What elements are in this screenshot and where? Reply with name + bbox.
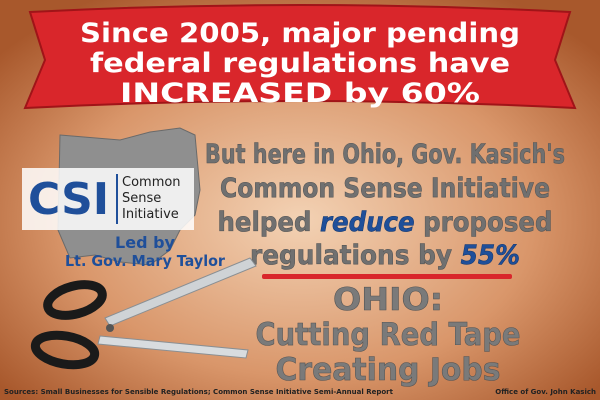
banner-line: Since 2005, major pending bbox=[80, 18, 520, 49]
logo-name: Common bbox=[122, 175, 181, 190]
message-text: regulations by bbox=[250, 240, 461, 271]
message-emphasis: reduce bbox=[320, 207, 415, 238]
message-line: Common Sense Initiative bbox=[220, 173, 550, 204]
message-text: proposed bbox=[415, 207, 553, 238]
message-text: Common Sense Initiative bbox=[220, 173, 550, 204]
logo-name: Initiative bbox=[122, 207, 179, 222]
banner-line: federal regulations have bbox=[90, 48, 510, 79]
slogan-line: Creating Jobs bbox=[276, 352, 501, 388]
message-line: helped reduce proposed bbox=[218, 207, 553, 238]
sources: Sources: Small Businesses for Sensible R… bbox=[4, 388, 394, 396]
message-line: But here in Ohio, Gov. Kasich's bbox=[205, 139, 565, 170]
slogan-line: OHIO: bbox=[333, 282, 443, 318]
credit: Office of Gov. John Kasich bbox=[495, 388, 596, 396]
banner bbox=[23, 4, 577, 110]
scissors bbox=[30, 257, 257, 370]
logo-box bbox=[22, 168, 194, 230]
logo-acronym: CSI bbox=[28, 174, 109, 225]
leader: Lt. Gov. Mary Taylor bbox=[65, 252, 226, 270]
message-line: regulations by 55% bbox=[250, 240, 520, 271]
message-text: helped bbox=[218, 207, 320, 238]
logo-name: Sense bbox=[122, 191, 161, 206]
red-tape-line bbox=[262, 274, 512, 279]
message-text: But here in Ohio, Gov. Kasich's bbox=[205, 139, 565, 170]
led-by: Led by bbox=[115, 233, 176, 252]
message-emphasis: 55% bbox=[461, 240, 520, 271]
slogan-line: Cutting Red Tape bbox=[256, 317, 521, 353]
banner-line: INCREASED by 60% bbox=[120, 78, 480, 109]
